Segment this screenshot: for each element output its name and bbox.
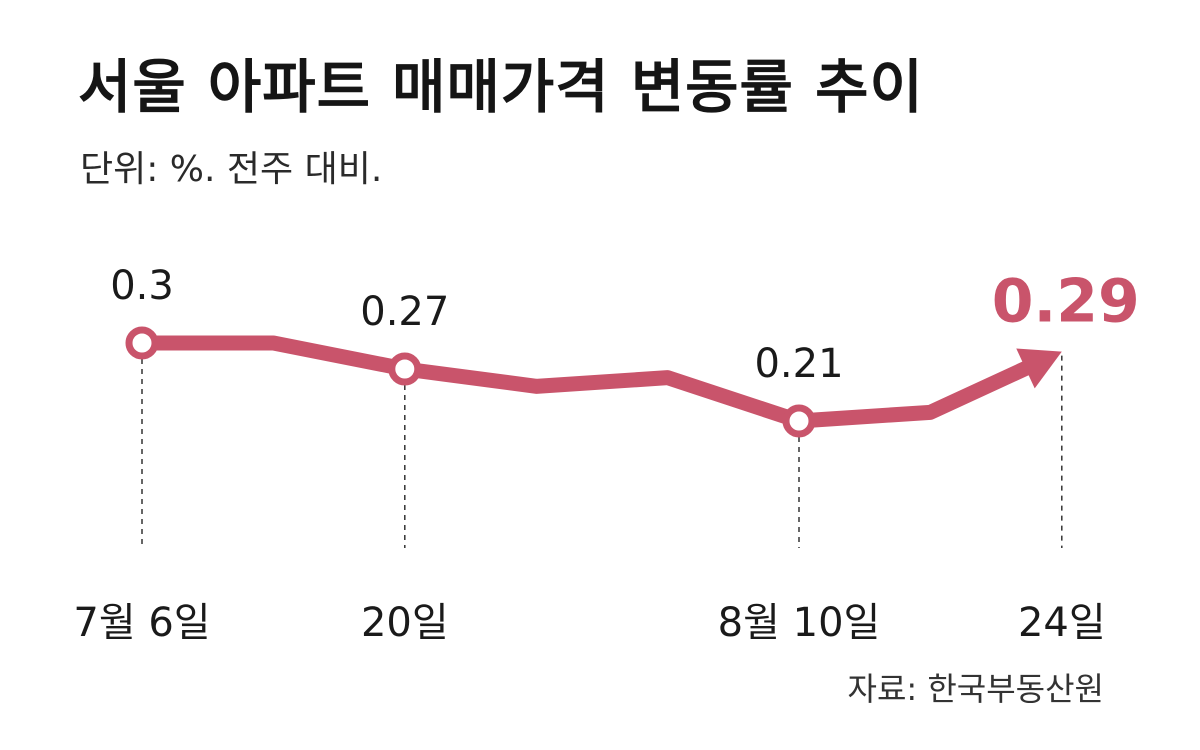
arrow-head-icon <box>1016 348 1062 389</box>
data-value-label: 0.27 <box>360 289 449 335</box>
data-value-label: 0.3 <box>110 263 174 309</box>
source-note: 자료: 한국부동산원 <box>847 670 1104 708</box>
data-labels: 0.3 0.27 0.21 0.29 <box>110 263 1140 387</box>
point-marker <box>125 326 159 360</box>
point-markers <box>125 326 816 438</box>
x-axis-labels: 7월 6일 20일 8월 10일 24일 <box>73 600 1105 646</box>
x-tick-label: 20일 <box>361 600 449 646</box>
chart-title: 서울 아파트 매매가격 변동률 추이 <box>78 53 924 121</box>
x-tick-label: 24일 <box>1018 600 1106 646</box>
x-tick-label: 7월 6일 <box>73 600 210 646</box>
highlight-value-label: 0.29 <box>992 267 1140 337</box>
point-marker <box>388 352 422 386</box>
point-marker <box>782 404 816 438</box>
x-tick-label: 8월 10일 <box>718 600 881 646</box>
data-value-label: 0.21 <box>754 341 843 387</box>
guide-lines <box>141 355 1063 548</box>
series-line <box>134 335 1044 429</box>
chart-subtitle: 단위: %. 전주 대비. <box>80 149 383 190</box>
